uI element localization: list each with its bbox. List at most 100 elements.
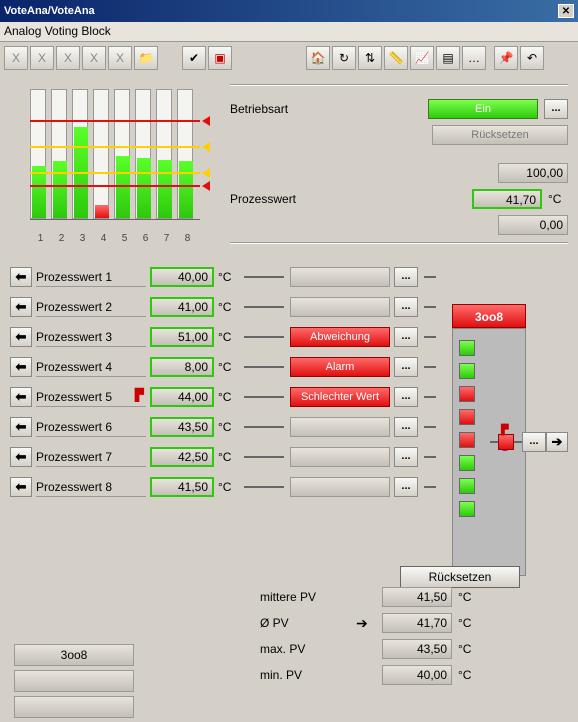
undo-icon[interactable]: ↶ <box>520 46 544 70</box>
pv-back-button[interactable]: ⬅ <box>10 357 32 377</box>
output-dots-button[interactable]: ... <box>522 432 546 452</box>
connector-line <box>244 486 284 488</box>
chart-marker-icon <box>202 142 210 152</box>
stat-unit: °C <box>458 590 478 604</box>
chart-icon[interactable]: ▣ <box>208 46 232 70</box>
bar-chart: 12345678 <box>10 80 210 240</box>
pv-dots-button[interactable]: ... <box>394 267 418 287</box>
chart-axis-label: 2 <box>51 233 72 244</box>
mode-state-button[interactable]: Ein <box>428 99 538 119</box>
chart-bar <box>32 166 46 218</box>
chart-marker-icon <box>202 168 210 178</box>
subtitle: Analog Voting Block <box>0 22 578 42</box>
process-label: Prozesswert <box>230 192 320 206</box>
pv-dots-button[interactable]: ... <box>394 417 418 437</box>
vote-square <box>459 386 475 402</box>
stat-value: 41,50 <box>382 587 452 607</box>
pv-unit: °C <box>218 450 238 464</box>
pin-icon[interactable]: 📌 <box>494 46 518 70</box>
connector-line <box>244 276 284 278</box>
toolbar-x-4[interactable]: X <box>82 46 106 70</box>
pv-dots-button[interactable]: ... <box>394 477 418 497</box>
mode-dots-button[interactable]: ... <box>544 99 568 119</box>
connector-line <box>244 336 284 338</box>
vote-square <box>459 501 475 517</box>
stat-value: 43,50 <box>382 639 452 659</box>
pv-unit: °C <box>218 360 238 374</box>
pv-dots-button[interactable]: ... <box>394 447 418 467</box>
toolbar-x-2[interactable]: X <box>30 46 54 70</box>
home-icon[interactable]: 🏠 <box>306 46 330 70</box>
ruler-icon[interactable]: 📏 <box>384 46 408 70</box>
chart-slot <box>51 89 67 219</box>
dots-icon[interactable]: … <box>462 46 486 70</box>
refresh-icon[interactable]: ↻ <box>332 46 356 70</box>
pv-status: Alarm <box>290 357 390 377</box>
pv-unit: °C <box>218 420 238 434</box>
pv-back-button[interactable]: ⬅ <box>10 297 32 317</box>
connector-line <box>424 366 436 368</box>
pv-back-button[interactable]: ⬅ <box>10 417 32 437</box>
pv-value: 44,00 <box>150 387 214 407</box>
stat-label: mittere PV <box>260 590 350 604</box>
pv-back-button[interactable]: ⬅ <box>10 447 32 467</box>
pv-back-button[interactable]: ⬅ <box>10 267 32 287</box>
chart-bar <box>179 161 193 218</box>
chart-slot <box>114 89 130 219</box>
toolbar-x-3[interactable]: X <box>56 46 80 70</box>
pv-label: Prozesswert 2 <box>36 298 146 317</box>
pv-dots-button[interactable]: ... <box>394 387 418 407</box>
vote-square <box>459 409 475 425</box>
chart-slot <box>135 89 151 219</box>
close-icon[interactable]: ✕ <box>558 4 574 18</box>
pv-status <box>290 417 390 437</box>
chart-axis-label: 8 <box>177 233 198 244</box>
connector-line <box>244 306 284 308</box>
chart-slot <box>177 89 193 219</box>
forward-button[interactable]: ➔ <box>546 432 568 452</box>
stat-row: min. PV40,00°C <box>260 662 478 688</box>
trend-icon[interactable]: 📈 <box>410 46 434 70</box>
chart-slot <box>30 89 46 219</box>
stat-row: Ø PV➔41,70°C <box>260 610 478 636</box>
process-min: 0,00 <box>498 215 568 235</box>
pv-back-button[interactable]: ⬅ <box>10 387 32 407</box>
footer-box <box>14 696 134 718</box>
stat-unit: °C <box>458 642 478 656</box>
pv-dots-button[interactable]: ... <box>394 297 418 317</box>
pv-value: 41,50 <box>150 477 214 497</box>
toolbar-x-5[interactable]: X <box>108 46 132 70</box>
pv-value: 41,00 <box>150 297 214 317</box>
stat-label: max. PV <box>260 642 350 656</box>
stat-label: min. PV <box>260 668 350 682</box>
process-unit: °C <box>548 192 568 206</box>
chart-marker-icon <box>202 181 210 191</box>
chart-slot <box>72 89 88 219</box>
chart-bar <box>116 156 130 218</box>
updown-icon[interactable]: ⇅ <box>358 46 382 70</box>
pv-status <box>290 477 390 497</box>
vote-header: 3oo8 <box>452 304 526 328</box>
folder-icon[interactable]: 📁 <box>134 46 158 70</box>
chart-bar <box>158 160 172 219</box>
footer-box: 3oo8 <box>14 644 134 666</box>
pv-unit: °C <box>218 330 238 344</box>
pv-label: Prozesswert 3 <box>36 328 146 347</box>
pv-value: 43,50 <box>150 417 214 437</box>
chart-slot <box>93 89 109 219</box>
pv-dots-button[interactable]: ... <box>394 327 418 347</box>
check-icon[interactable]: ✔ <box>182 46 206 70</box>
pv-label: Prozesswert 5▛ <box>36 388 146 407</box>
pv-status <box>290 297 390 317</box>
pv-label: Prozesswert 8 <box>36 478 146 497</box>
pv-dots-button[interactable]: ... <box>394 357 418 377</box>
pv-unit: °C <box>218 480 238 494</box>
vote-square <box>459 455 475 471</box>
pv-back-button[interactable]: ⬅ <box>10 477 32 497</box>
chart-bar <box>53 161 67 218</box>
pv-back-button[interactable]: ⬅ <box>10 327 32 347</box>
stat-unit: °C <box>458 668 478 682</box>
table-icon[interactable]: ▤ <box>436 46 460 70</box>
mode-reset-button[interactable]: Rücksetzen <box>432 125 568 145</box>
toolbar-x-1[interactable]: X <box>4 46 28 70</box>
